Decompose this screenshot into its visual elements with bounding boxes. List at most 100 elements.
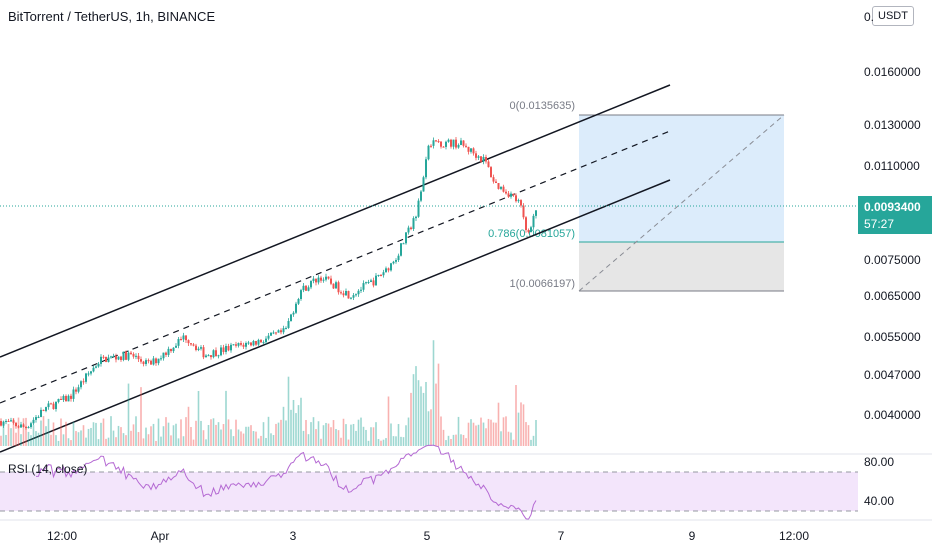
volume-bar	[175, 423, 177, 446]
volume-bar	[245, 426, 247, 446]
candle-body	[232, 344, 235, 346]
volume-bar	[170, 435, 172, 446]
candle-body	[0, 421, 2, 426]
fib-zone-lower[interactable]	[579, 242, 784, 291]
candle-body	[17, 426, 20, 428]
candle-body	[250, 342, 252, 346]
volume-bar	[140, 387, 142, 446]
volume-bar	[217, 422, 220, 446]
candle-body	[182, 335, 185, 340]
volume-bar	[230, 429, 232, 446]
candle-body	[395, 260, 397, 262]
volume-bar	[447, 435, 450, 446]
candle-body	[212, 350, 215, 358]
price-tick: 0.0130000	[864, 118, 921, 132]
volume-bar	[427, 411, 430, 446]
candle-body	[415, 216, 417, 219]
volume-bar	[282, 406, 285, 446]
candle-body	[372, 280, 375, 286]
candle-body	[502, 186, 505, 192]
candle-body	[285, 327, 287, 329]
candle-body	[332, 283, 335, 289]
fib-zone-upper[interactable]	[579, 115, 784, 242]
volume-bar	[222, 424, 225, 446]
candle-body	[247, 342, 250, 344]
candle-body	[117, 356, 120, 360]
volume-bar	[482, 422, 485, 446]
volume-bar	[472, 422, 475, 446]
price-axis[interactable]: 0. 0.0160000 0.0130000 0.0110000 0.00750…	[864, 10, 921, 422]
candle-body	[340, 292, 342, 294]
candle-body	[507, 193, 510, 197]
candle-body	[270, 332, 272, 336]
candle-body	[410, 227, 412, 229]
volume-bar	[337, 430, 340, 446]
candle-body	[110, 356, 112, 358]
price-tick: 0.0040000	[864, 408, 921, 422]
volume-bar	[297, 405, 300, 446]
candle-body	[170, 348, 172, 352]
volume-bar	[322, 425, 325, 446]
volume-bar	[325, 422, 327, 446]
volume-bar	[165, 417, 167, 446]
volume-bar	[527, 425, 530, 446]
volume-bar	[187, 406, 190, 446]
candle-body	[20, 424, 22, 428]
volume-bar	[257, 438, 260, 446]
channel-lower-line[interactable]	[0, 179, 671, 453]
volume-bar	[207, 425, 210, 446]
volume-bar	[155, 440, 157, 446]
volume-bar	[32, 425, 35, 446]
volume-bar	[437, 363, 440, 446]
volume-bar	[85, 437, 87, 446]
candle-body	[165, 352, 167, 355]
candle-body	[122, 351, 125, 360]
candle-body	[362, 283, 365, 290]
candle-body	[352, 295, 355, 298]
volume-bar	[67, 438, 70, 446]
volume-bar	[122, 433, 125, 446]
candle-body	[147, 360, 150, 362]
rsi-tick-40: 40.00	[864, 494, 894, 508]
fib-label-0: 0(0.0135635)	[510, 100, 575, 112]
candle-body	[407, 227, 410, 233]
candle-body	[525, 217, 527, 230]
candle-body	[5, 420, 7, 422]
volume-bar	[177, 438, 180, 446]
candle-body	[90, 371, 92, 374]
volume-bar	[405, 425, 407, 446]
last-price-value: 0.0093400	[864, 200, 921, 214]
candle-body	[202, 347, 205, 358]
candle-body	[30, 423, 32, 428]
candle-body	[325, 276, 327, 280]
volume-bar	[510, 432, 512, 446]
candle-body	[520, 200, 522, 206]
volume-bar	[235, 419, 237, 446]
currency-button[interactable]: USDT	[872, 6, 914, 26]
fib-trend-line[interactable]	[578, 114, 785, 292]
price-tick: 0.0065000	[864, 289, 921, 303]
candle-body	[235, 344, 237, 346]
volume-bar	[455, 434, 457, 446]
candle-body	[62, 395, 65, 400]
candle-body	[200, 347, 202, 349]
time-axis[interactable]: 12:00 Apr 3 5 7 9 12:00	[47, 529, 809, 543]
volume-bar	[457, 416, 460, 446]
volume-bar	[355, 430, 357, 446]
volume-bar	[327, 423, 330, 446]
candles[interactable]	[0, 137, 537, 430]
candle-body	[357, 290, 360, 295]
candle-body	[505, 191, 507, 194]
candle-body	[475, 153, 477, 158]
channel-upper-line[interactable]	[0, 84, 671, 358]
candle-body	[462, 140, 465, 146]
volume-bar	[360, 417, 362, 446]
candle-body	[457, 144, 460, 148]
rsi-pane[interactable]: RSI (14, close) 80.00 40.00	[0, 444, 894, 520]
candle-body	[315, 278, 317, 283]
candle-body	[132, 353, 135, 357]
volume-bar	[330, 427, 332, 446]
volume-bar	[310, 422, 312, 446]
volume-bar	[240, 431, 242, 446]
